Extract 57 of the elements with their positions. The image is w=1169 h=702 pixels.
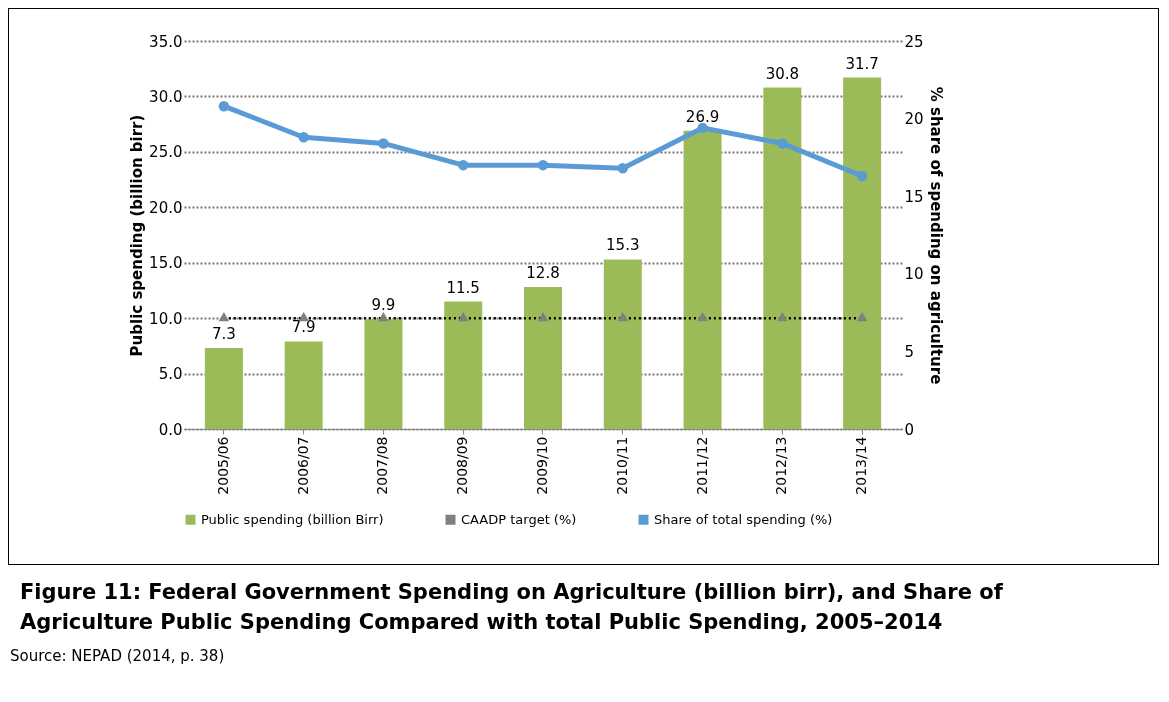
bar: [524, 287, 562, 429]
y2-tick-label: 20: [904, 110, 924, 129]
data-label: 12.8: [526, 264, 560, 283]
data-label: 26.9: [685, 107, 720, 126]
point: [617, 163, 629, 174]
x-tick-label: 2013/14: [853, 436, 870, 495]
data-label: 31.7: [845, 54, 879, 73]
y2-tick-label: 10: [904, 265, 924, 284]
data-label: 30.8: [765, 64, 800, 83]
data-label: 15.3: [606, 236, 640, 255]
bar: [364, 319, 403, 429]
legend-label: Share of total spending (%): [654, 511, 833, 527]
y2-tick-label: 15: [904, 187, 924, 206]
x-tick-label: 2005/06: [214, 436, 231, 495]
y-tick-label: 35.0: [149, 32, 183, 51]
point: [856, 170, 868, 182]
y2-tick-label: 0: [904, 420, 915, 439]
x-tick-label: 2011/12: [693, 436, 710, 495]
x-tick-label: 2008/09: [454, 436, 471, 495]
bar: [204, 348, 243, 429]
point: [537, 159, 549, 171]
bar: [683, 130, 722, 429]
bar: [444, 301, 483, 429]
bar: [763, 87, 802, 429]
point: [218, 100, 230, 112]
point: [697, 122, 708, 134]
x-tick-label: 2010/11: [613, 436, 630, 495]
y-axis-title: Public spending (billion birr): [128, 114, 147, 357]
y-tick-label: 15.0: [149, 254, 183, 273]
bar: [603, 259, 642, 429]
bar: [284, 341, 323, 429]
y2-axis-title: % share of spending on agriculture: [926, 86, 945, 385]
point: [777, 138, 788, 149]
y-tick-label: 30.0: [149, 87, 183, 106]
y-tick-label: 5.0: [158, 365, 183, 384]
data-label: 9.9: [371, 296, 396, 315]
y-tick-label: 0.0: [158, 420, 183, 439]
point: [457, 159, 469, 171]
data-label: 11.5: [446, 278, 480, 297]
y2-tick-label: 5: [904, 342, 915, 361]
y2-tick-label: 25: [904, 32, 924, 51]
x-tick-label: 2007/08: [374, 436, 391, 495]
y-tick-label: 20.0: [149, 198, 183, 217]
y-tick-label: 25.0: [149, 143, 183, 162]
data-label: 7.3: [211, 325, 236, 344]
x-tick-label: 2012/13: [773, 436, 790, 495]
data-label: 7.9: [291, 318, 316, 337]
text: Figure 11: Federal Government Spending on Agriculture (billion birr), and Share of Agriculture Public Spending Compared with total Public Spending, 2005–2014: [19, 579, 1004, 636]
point: [378, 138, 389, 149]
legend-label: CAADP target (%): [461, 511, 577, 527]
legend-label: Public spending (billion Birr): [201, 511, 384, 527]
x-tick-label: 2009/10: [534, 436, 550, 495]
bar: [843, 77, 882, 429]
source-note: Source: NEPAD (2014, p. 38): [9, 646, 226, 665]
y-tick-label: 10.0: [149, 309, 183, 328]
point: [298, 131, 309, 143]
x-tick-label: 2006/07: [294, 436, 311, 495]
